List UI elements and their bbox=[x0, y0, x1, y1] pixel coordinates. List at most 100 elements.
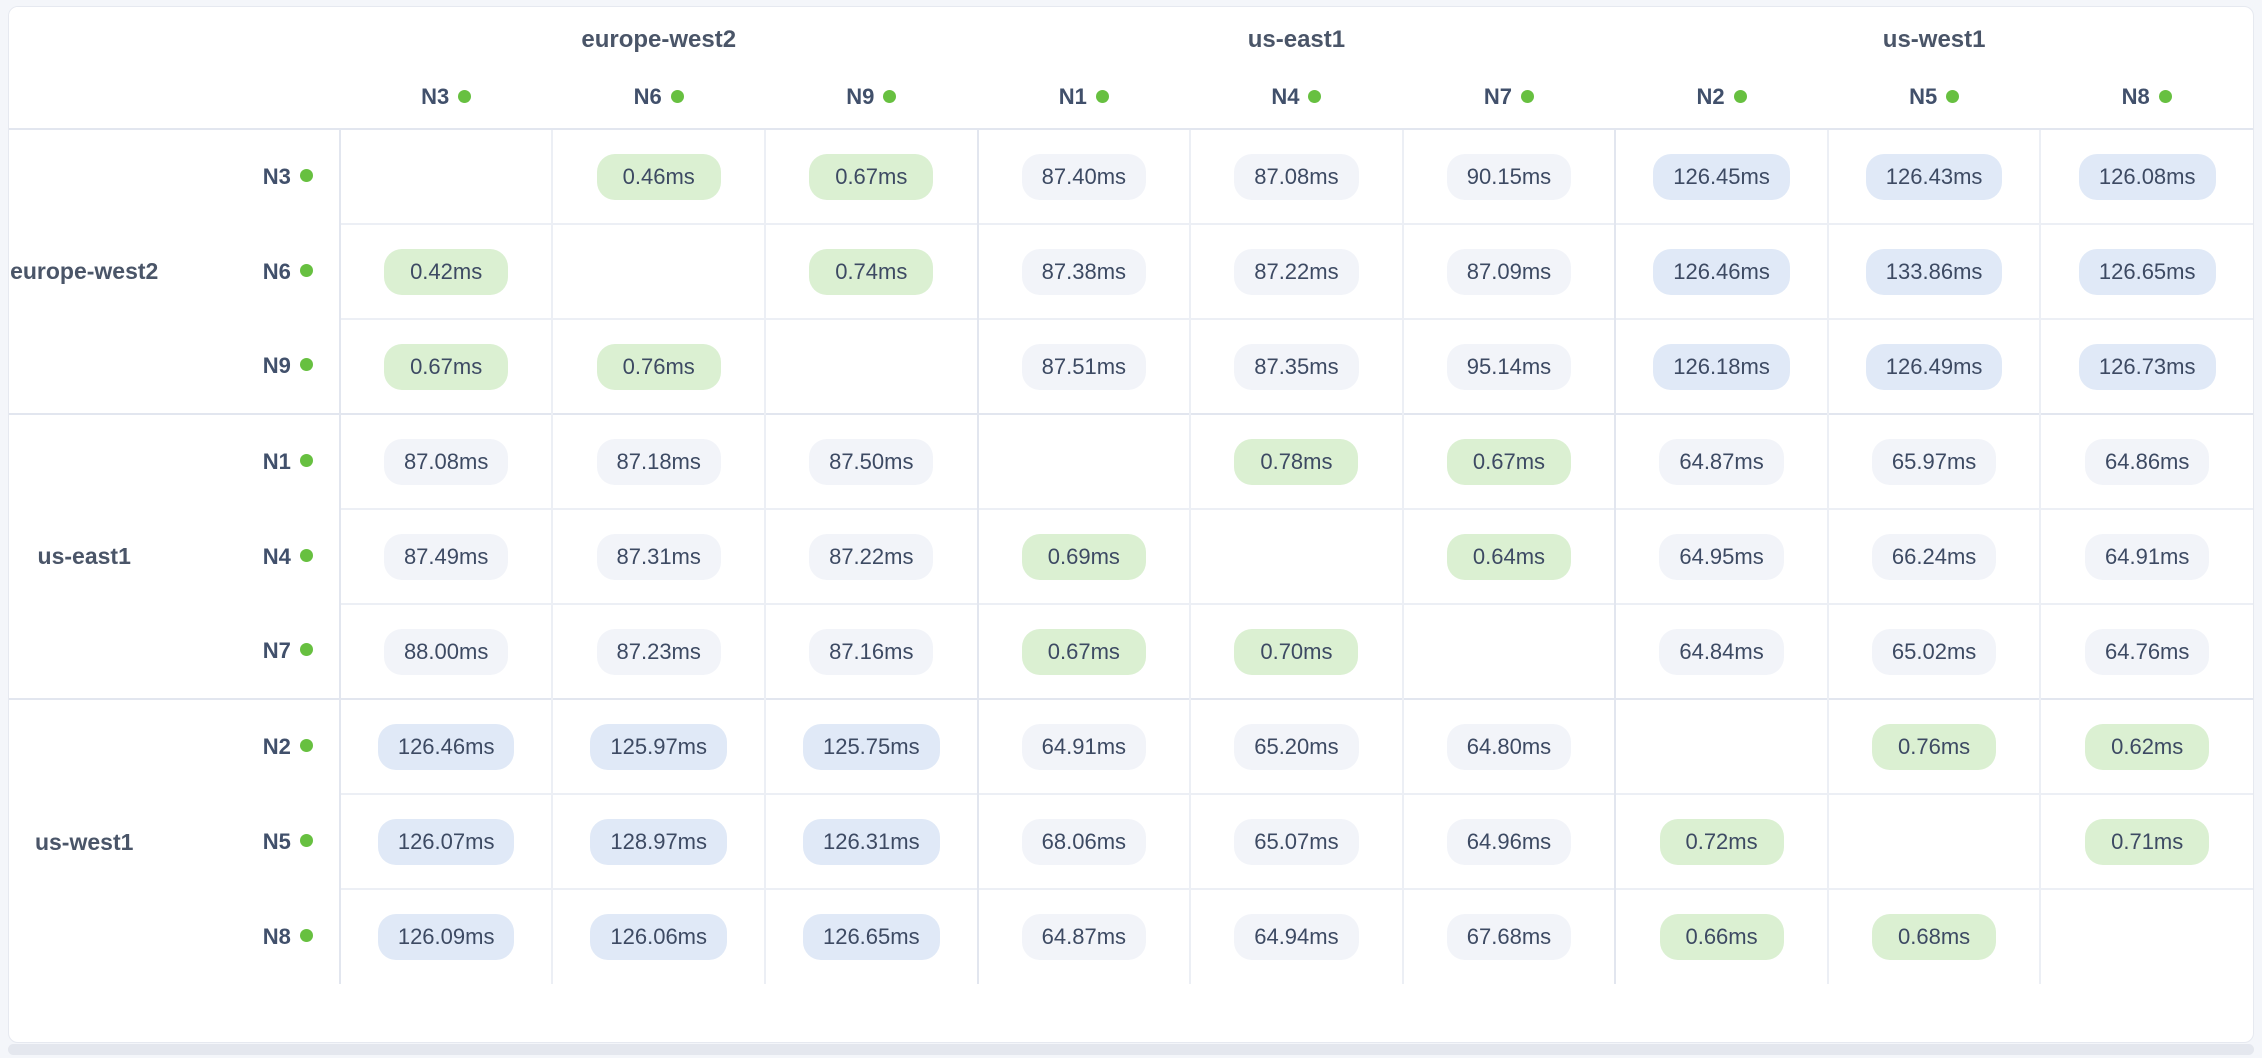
latency-cell[interactable]: 0.67ms bbox=[1401, 413, 1616, 509]
latency-cell[interactable] bbox=[1826, 793, 2041, 889]
header-node-n9[interactable]: N9 bbox=[765, 84, 978, 110]
latency-cell[interactable]: 87.16ms bbox=[763, 603, 978, 699]
latency-cell[interactable]: 0.62ms bbox=[2039, 698, 2253, 794]
latency-cell[interactable] bbox=[1401, 603, 1616, 699]
row-node-n3[interactable]: N3 bbox=[159, 128, 340, 224]
latency-cell[interactable]: 87.22ms bbox=[1189, 223, 1403, 319]
latency-cell[interactable]: 87.23ms bbox=[551, 603, 765, 699]
latency-cell[interactable]: 0.72ms bbox=[1614, 793, 1828, 889]
row-node-n2[interactable]: N2 bbox=[159, 698, 340, 794]
latency-cell[interactable]: 87.51ms bbox=[976, 318, 1191, 414]
latency-cell[interactable]: 87.22ms bbox=[763, 508, 978, 604]
latency-cell[interactable]: 87.50ms bbox=[763, 413, 978, 509]
latency-cell[interactable]: 126.06ms bbox=[551, 888, 765, 984]
latency-cell[interactable]: 87.31ms bbox=[551, 508, 765, 604]
latency-cell[interactable]: 0.70ms bbox=[1189, 603, 1403, 699]
header-node-n4[interactable]: N4 bbox=[1190, 84, 1403, 110]
latency-cell[interactable]: 64.91ms bbox=[976, 698, 1191, 794]
latency-cell[interactable]: 65.97ms bbox=[1826, 413, 2041, 509]
latency-cell[interactable] bbox=[763, 318, 978, 414]
header-node-n1[interactable]: N1 bbox=[978, 84, 1191, 110]
latency-cell[interactable]: 65.07ms bbox=[1189, 793, 1403, 889]
latency-cell[interactable]: 87.49ms bbox=[338, 508, 553, 604]
latency-cell[interactable]: 126.09ms bbox=[338, 888, 553, 984]
latency-cell[interactable]: 126.65ms bbox=[2039, 223, 2253, 319]
latency-cell[interactable]: 87.38ms bbox=[976, 223, 1191, 319]
latency-cell[interactable]: 0.42ms bbox=[338, 223, 553, 319]
latency-cell[interactable]: 64.86ms bbox=[2039, 413, 2253, 509]
header-node-n7[interactable]: N7 bbox=[1403, 84, 1616, 110]
header-node-n2[interactable]: N2 bbox=[1615, 84, 1828, 110]
latency-cell[interactable]: 126.49ms bbox=[1826, 318, 2041, 414]
latency-cell[interactable]: 0.69ms bbox=[976, 508, 1191, 604]
latency-cell[interactable]: 126.07ms bbox=[338, 793, 553, 889]
latency-cell[interactable]: 126.46ms bbox=[338, 698, 553, 794]
latency-cell[interactable]: 0.71ms bbox=[2039, 793, 2253, 889]
latency-cell[interactable] bbox=[338, 128, 553, 224]
latency-cell[interactable]: 0.76ms bbox=[1826, 698, 2041, 794]
row-node-n4[interactable]: N4 bbox=[159, 509, 339, 604]
latency-cell[interactable]: 87.08ms bbox=[1189, 128, 1403, 224]
latency-cell[interactable]: 126.73ms bbox=[2039, 318, 2253, 414]
latency-cell[interactable]: 128.97ms bbox=[551, 793, 765, 889]
latency-cell[interactable]: 64.94ms bbox=[1189, 888, 1403, 984]
row-node-n8[interactable]: N8 bbox=[159, 889, 339, 984]
latency-cell[interactable]: 64.80ms bbox=[1401, 698, 1616, 794]
latency-cell[interactable]: 0.67ms bbox=[338, 318, 553, 414]
latency-cell[interactable]: 0.64ms bbox=[1401, 508, 1616, 604]
scrollbar-thumb[interactable] bbox=[8, 1044, 2254, 1055]
latency-cell[interactable] bbox=[551, 223, 765, 319]
row-node-n9[interactable]: N9 bbox=[159, 319, 339, 414]
latency-cell[interactable]: 126.08ms bbox=[2039, 128, 2253, 224]
row-node-n6[interactable]: N6 bbox=[159, 224, 339, 319]
row-node-n5[interactable]: N5 bbox=[159, 794, 339, 889]
latency-cell[interactable]: 67.68ms bbox=[1401, 888, 1616, 984]
latency-cell[interactable]: 0.66ms bbox=[1614, 888, 1828, 984]
latency-cell[interactable]: 64.96ms bbox=[1401, 793, 1616, 889]
header-node-n5[interactable]: N5 bbox=[1828, 84, 2041, 110]
latency-cell[interactable] bbox=[1189, 508, 1403, 604]
latency-cell[interactable]: 0.78ms bbox=[1189, 413, 1403, 509]
latency-cell[interactable]: 87.35ms bbox=[1189, 318, 1403, 414]
latency-cell[interactable]: 64.84ms bbox=[1614, 603, 1828, 699]
latency-cell[interactable]: 126.46ms bbox=[1614, 223, 1828, 319]
latency-cell[interactable]: 87.40ms bbox=[976, 128, 1191, 224]
latency-cell[interactable]: 68.06ms bbox=[976, 793, 1191, 889]
header-node-n3[interactable]: N3 bbox=[340, 84, 553, 110]
latency-cell[interactable]: 95.14ms bbox=[1401, 318, 1616, 414]
latency-cell[interactable]: 0.74ms bbox=[763, 223, 978, 319]
latency-cell[interactable]: 126.31ms bbox=[763, 793, 978, 889]
latency-cell[interactable]: 0.67ms bbox=[976, 603, 1191, 699]
latency-cell[interactable]: 87.08ms bbox=[338, 413, 553, 509]
latency-cell[interactable]: 65.02ms bbox=[1826, 603, 2041, 699]
latency-cell[interactable]: 87.09ms bbox=[1401, 223, 1616, 319]
latency-cell[interactable]: 126.45ms bbox=[1614, 128, 1828, 224]
latency-cell[interactable]: 0.46ms bbox=[551, 128, 765, 224]
row-node-n1[interactable]: N1 bbox=[159, 413, 340, 509]
latency-cell[interactable]: 65.20ms bbox=[1189, 698, 1403, 794]
latency-cell[interactable]: 66.24ms bbox=[1826, 508, 2041, 604]
horizontal-scrollbar[interactable] bbox=[8, 1044, 2254, 1055]
latency-cell[interactable]: 88.00ms bbox=[338, 603, 553, 699]
latency-cell[interactable]: 64.87ms bbox=[1614, 413, 1828, 509]
latency-cell[interactable]: 126.18ms bbox=[1614, 318, 1828, 414]
latency-cell[interactable]: 126.43ms bbox=[1826, 128, 2041, 224]
header-node-n6[interactable]: N6 bbox=[552, 84, 765, 110]
latency-cell[interactable]: 64.95ms bbox=[1614, 508, 1828, 604]
latency-cell[interactable]: 125.75ms bbox=[763, 698, 978, 794]
latency-cell[interactable]: 90.15ms bbox=[1401, 128, 1616, 224]
latency-cell[interactable]: 64.87ms bbox=[976, 888, 1191, 984]
latency-cell[interactable]: 0.68ms bbox=[1826, 888, 2041, 984]
row-node-n7[interactable]: N7 bbox=[159, 604, 339, 699]
header-node-n8[interactable]: N8 bbox=[2040, 84, 2253, 110]
latency-cell[interactable] bbox=[2039, 888, 2253, 984]
latency-cell[interactable] bbox=[976, 413, 1191, 509]
latency-cell[interactable]: 133.86ms bbox=[1826, 223, 2041, 319]
latency-cell[interactable]: 87.18ms bbox=[551, 413, 765, 509]
latency-cell[interactable] bbox=[1614, 698, 1828, 794]
latency-cell[interactable]: 64.76ms bbox=[2039, 603, 2253, 699]
latency-cell[interactable]: 64.91ms bbox=[2039, 508, 2253, 604]
latency-cell[interactable]: 0.76ms bbox=[551, 318, 765, 414]
latency-cell[interactable]: 0.67ms bbox=[763, 128, 978, 224]
latency-cell[interactable]: 126.65ms bbox=[763, 888, 978, 984]
